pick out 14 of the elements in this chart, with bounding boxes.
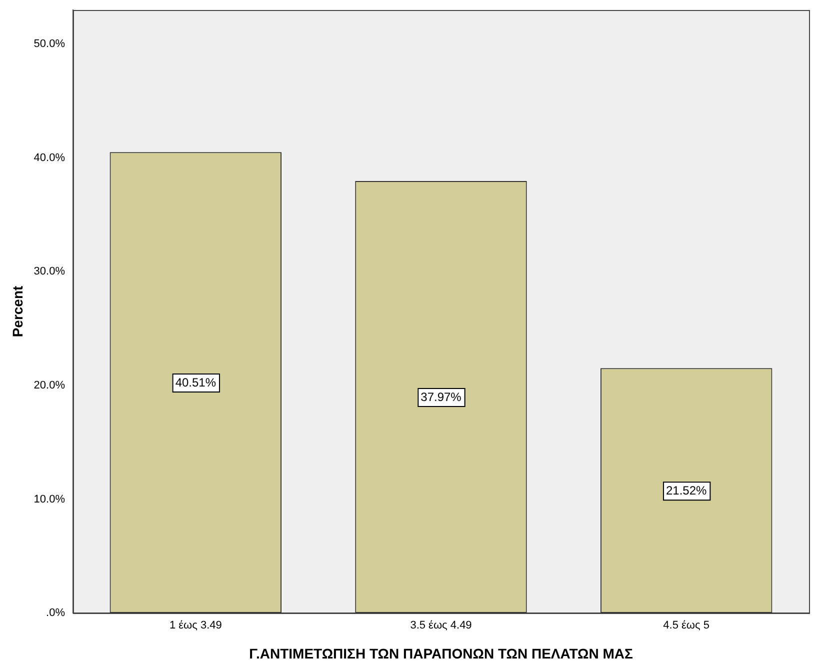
y-tick-label: 50.0% [34,38,66,50]
data-label: 40.51% [175,375,216,390]
data-label: 37.97% [420,390,462,404]
x-tick-label: 4.5 έως 5 [663,620,710,632]
y-tick-label: 20.0% [34,379,66,392]
y-tick-label: 40.0% [34,152,66,164]
y-tick-label: 10.0% [34,493,66,506]
x-tick-label: 3.5 έως 4.49 [410,620,472,632]
y-axis-title: Percent [9,285,26,338]
x-tick-label: 1 έως 3.49 [169,620,222,632]
data-label: 21.52% [666,483,708,498]
x-axis-title: Γ.ΑΝΤΙΜΕΤΩΠΙΣΗ ΤΩΝ ΠΑΡΑΠΟΝΩΝ ΤΩΝ ΠΕΛΑΤΩΝ ΜΑΣ [249,645,633,662]
y-tick-label: .0% [46,607,66,620]
y-tick-label: 30.0% [34,266,66,278]
